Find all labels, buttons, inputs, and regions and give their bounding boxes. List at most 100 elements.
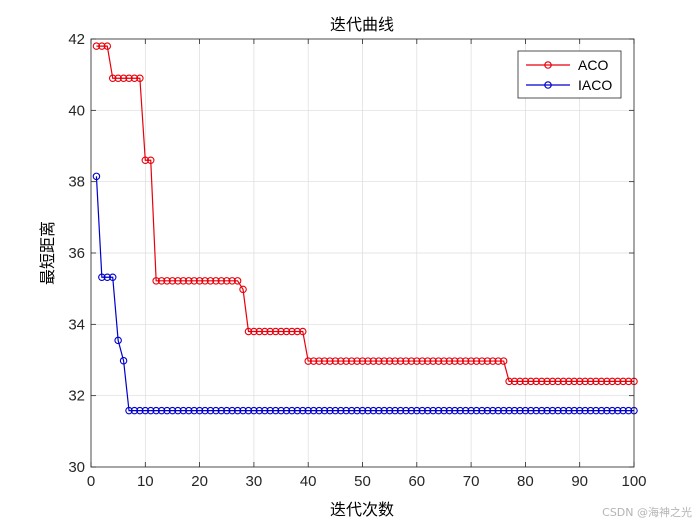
data-point-iaco: [559, 406, 568, 415]
data-point-iaco: [119, 356, 128, 365]
data-point-iaco: [434, 406, 443, 415]
data-point-aco: [331, 357, 340, 365]
data-point-aco: [309, 357, 318, 365]
legend: ACO IACO: [517, 50, 622, 99]
data-point-iaco: [271, 406, 280, 415]
data-point-iaco: [136, 406, 144, 415]
data-point-aco: [277, 327, 285, 336]
data-point-aco: [293, 327, 302, 336]
y-tick-label: 36: [68, 245, 85, 262]
data-point-iaco: [467, 406, 475, 415]
x-tick-label: 20: [191, 473, 208, 490]
data-point-iaco: [565, 406, 573, 415]
data-point-iaco: [537, 406, 546, 415]
legend-iaco-marker: [544, 81, 552, 89]
data-point-aco: [233, 277, 242, 285]
data-point-aco: [510, 377, 519, 386]
data-point-aco: [358, 357, 367, 365]
x-tick-label: 50: [354, 473, 371, 490]
data-point-aco: [228, 277, 236, 285]
y-tick-label: 42: [68, 31, 85, 48]
data-point-aco: [369, 357, 378, 365]
data-point-aco: [548, 377, 557, 386]
data-point-iaco: [402, 406, 410, 415]
data-point-aco: [179, 277, 188, 285]
data-point-iaco: [586, 406, 595, 415]
data-point-iaco: [554, 406, 562, 415]
data-point-aco: [575, 377, 584, 386]
data-point-iaco: [244, 406, 253, 415]
data-point-aco: [315, 357, 323, 365]
data-point-aco: [499, 357, 508, 365]
data-point-aco: [483, 357, 492, 365]
legend-aco-label: ACO: [578, 57, 608, 73]
data-point-aco: [364, 357, 372, 365]
data-point-iaco: [423, 406, 432, 415]
data-point-aco: [223, 277, 231, 285]
data-point-aco: [163, 277, 171, 285]
data-point-iaco: [521, 406, 530, 415]
data-point-iaco: [163, 406, 171, 415]
x-tick-label: 100: [621, 473, 646, 490]
data-point-aco: [239, 285, 247, 294]
data-point-iaco: [146, 406, 155, 415]
data-point-aco: [543, 377, 551, 386]
data-point-aco: [489, 357, 497, 365]
data-point-iaco: [92, 172, 101, 181]
data-point-iaco: [364, 406, 372, 415]
data-point-iaco: [250, 406, 258, 415]
data-point-iaco: [217, 406, 226, 415]
data-point-iaco: [608, 406, 617, 415]
x-tick-label: 90: [571, 473, 588, 490]
data-point-iaco: [168, 406, 177, 415]
data-point-aco: [184, 277, 193, 285]
y-tick-label: 34: [68, 316, 85, 333]
data-point-aco: [108, 74, 117, 82]
data-point-aco: [527, 377, 535, 386]
data-point-iaco: [184, 406, 193, 415]
data-point-aco: [244, 327, 253, 336]
data-point-iaco: [190, 406, 198, 415]
x-tick-label: 30: [246, 473, 263, 490]
data-point-aco: [592, 377, 600, 386]
data-point-iaco: [418, 406, 426, 415]
data-point-aco: [255, 327, 264, 336]
data-point-aco: [136, 74, 144, 82]
data-point-aco: [581, 377, 589, 386]
data-point-aco: [456, 357, 464, 365]
data-point-iaco: [223, 406, 231, 415]
data-point-aco: [418, 357, 426, 365]
data-point-aco: [434, 357, 443, 365]
data-point-aco: [152, 277, 160, 285]
x-tick-label: 0: [87, 473, 95, 490]
data-point-iaco: [212, 406, 220, 415]
data-point-iaco: [516, 406, 524, 415]
data-point-iaco: [570, 406, 579, 415]
data-point-aco: [478, 357, 486, 365]
y-tick-label: 30: [68, 459, 85, 476]
data-point-aco: [114, 74, 122, 82]
data-point-aco: [396, 357, 405, 365]
data-point-iaco: [369, 406, 378, 415]
data-point-aco: [413, 357, 421, 365]
series-aco: [92, 42, 638, 386]
data-point-iaco: [483, 406, 492, 415]
data-point-aco: [250, 327, 258, 336]
data-point-aco: [337, 357, 345, 365]
data-point-iaco: [472, 406, 481, 415]
data-point-iaco: [337, 406, 345, 415]
data-point-iaco: [445, 406, 454, 415]
x-axis-label: 迭代次数: [330, 500, 394, 519]
data-point-aco: [624, 377, 633, 386]
data-point-iaco: [527, 406, 535, 415]
data-point-iaco: [575, 406, 584, 415]
data-point-iaco: [347, 406, 356, 415]
data-point-iaco: [494, 406, 502, 415]
data-point-aco: [375, 357, 383, 365]
data-point-aco: [212, 277, 220, 285]
watermark: CSDN @海神之光: [602, 505, 692, 519]
data-point-iaco: [266, 406, 274, 415]
data-point-iaco: [233, 406, 242, 415]
legend-box: [517, 50, 622, 99]
data-point-aco: [586, 377, 595, 386]
